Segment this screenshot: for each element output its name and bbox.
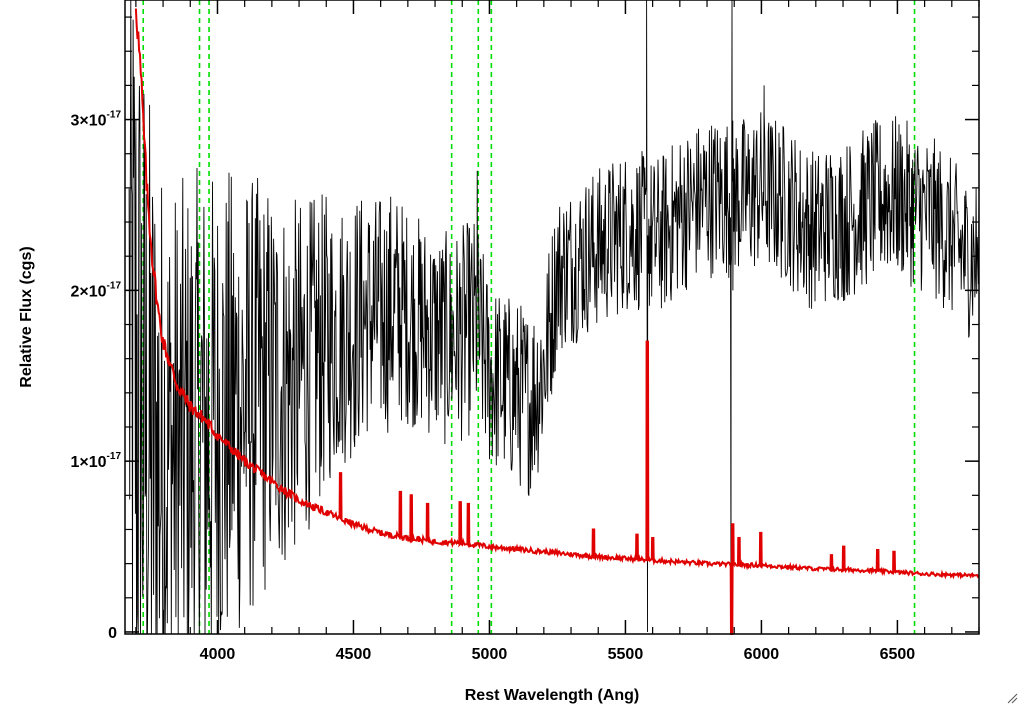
y-tick-label: 3×10-17 bbox=[71, 110, 122, 130]
x-tick-label: 4500 bbox=[336, 646, 372, 663]
resize-grip-icon[interactable] bbox=[1006, 692, 1018, 704]
x-axis-title: Rest Wavelength (Ang) bbox=[465, 687, 640, 704]
y-tick-label: 0 bbox=[108, 625, 117, 642]
x-tick-label: 6000 bbox=[744, 646, 780, 663]
observed-spectrum-line bbox=[128, 0, 980, 635]
x-axis: 4000 4500 5000 5500 6000 6500 bbox=[135, 0, 980, 663]
y-tick-label: 2×10-17 bbox=[71, 280, 122, 300]
x-tick-label: 5000 bbox=[472, 646, 508, 663]
x-tick-label: 4000 bbox=[200, 646, 236, 663]
y-tick-label: 1×10-17 bbox=[71, 451, 122, 471]
x-tick-label: 5500 bbox=[608, 646, 644, 663]
y-axis-title: Relative Flux (cgs) bbox=[18, 246, 35, 387]
error-spectrum-line bbox=[134, 8, 980, 635]
x-tick-label: 6500 bbox=[880, 646, 916, 663]
plot-frame bbox=[124, 0, 980, 635]
series-layer bbox=[128, 0, 980, 635]
y-axis: 0 1×10-17 2×10-17 3×10-17 bbox=[71, 16, 979, 642]
